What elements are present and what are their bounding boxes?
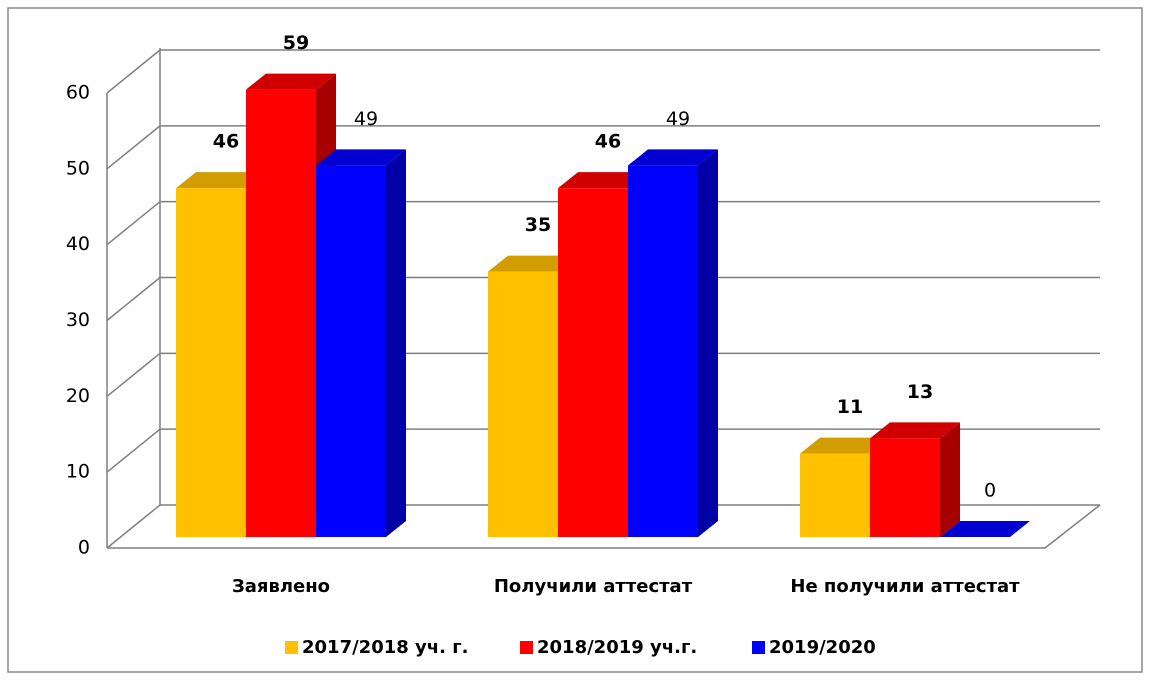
grid-line [106,504,161,549]
y-tick-label: 40 [66,233,90,255]
data-label: 13 [907,381,933,403]
bar-top [870,422,960,439]
x-tick-label: Не получили аттестат [790,576,1020,597]
y-tick-label: 30 [66,309,90,331]
bar-top [176,172,266,189]
grid-line [106,201,161,246]
grid-line [106,276,161,322]
legend-label: 2017/2018 уч. г. [302,637,468,658]
bar [628,165,698,537]
data-label: 35 [525,214,551,236]
y-tick-label: 20 [66,385,90,407]
x-tick-label: Получили аттестат [494,576,693,597]
bar [246,89,316,537]
bar-top [940,521,1030,537]
y-tick-label: 50 [66,157,90,179]
bar [176,188,246,537]
bar-top [246,73,336,90]
bar-top [800,437,890,454]
data-label: 46 [595,131,621,153]
y-tick-label: 60 [66,82,90,104]
grid-line [106,352,161,397]
bar [488,271,558,537]
legend-swatch [520,641,533,654]
y-tick-label: 10 [66,461,90,483]
bar [870,438,940,537]
bar-side [386,149,406,537]
data-label: 0 [984,480,996,502]
bar-side [698,149,718,537]
grid-line [106,428,161,473]
data-label: 46 [213,131,239,153]
legend-swatch [285,641,298,654]
data-label: 49 [666,108,690,130]
bar-top [558,172,648,189]
bar-side [940,422,960,537]
data-label: 11 [837,396,863,418]
x-tick-label: Заявлено [232,576,330,597]
grid-line [106,125,161,170]
legend-label: 2019/2020 [769,637,876,658]
y-tick-label: 0 [78,537,90,559]
floor-edge [107,504,1101,549]
bar-top [316,149,406,166]
bar [316,165,386,537]
bar [558,188,628,537]
bar-top [628,149,718,166]
legend-swatch [752,641,765,654]
grid-line [106,49,161,94]
legend-label: 2018/2019 уч.г. [537,637,697,658]
data-label: 49 [354,108,378,130]
bar [800,453,870,537]
bar-top [488,255,578,272]
data-label: 59 [283,32,309,54]
